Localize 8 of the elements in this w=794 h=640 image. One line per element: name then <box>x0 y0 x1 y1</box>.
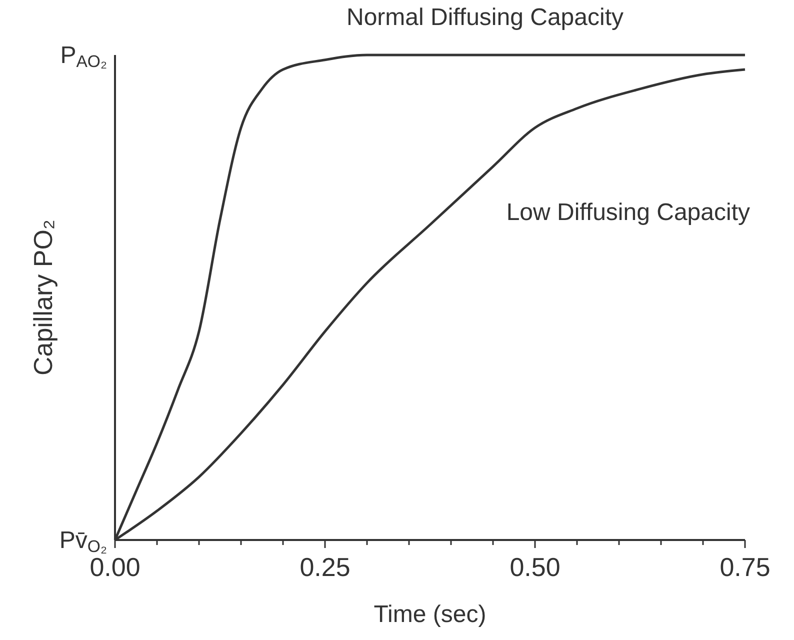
x-axis-title: Time (sec) <box>374 601 486 628</box>
y-axis-title: Capillary PO₂ <box>28 219 58 376</box>
text: P$_{AO₂}$ <box>60 42 107 72</box>
x-tick-label: 0.50 <box>510 552 560 582</box>
series-label: Low Diffusing Capacity <box>506 198 750 226</box>
series-label: Normal Diffusing Capacity <box>346 4 624 31</box>
x-tick-label: 0.25 <box>300 552 350 582</box>
x-tick-label: 0.75 <box>720 552 770 582</box>
